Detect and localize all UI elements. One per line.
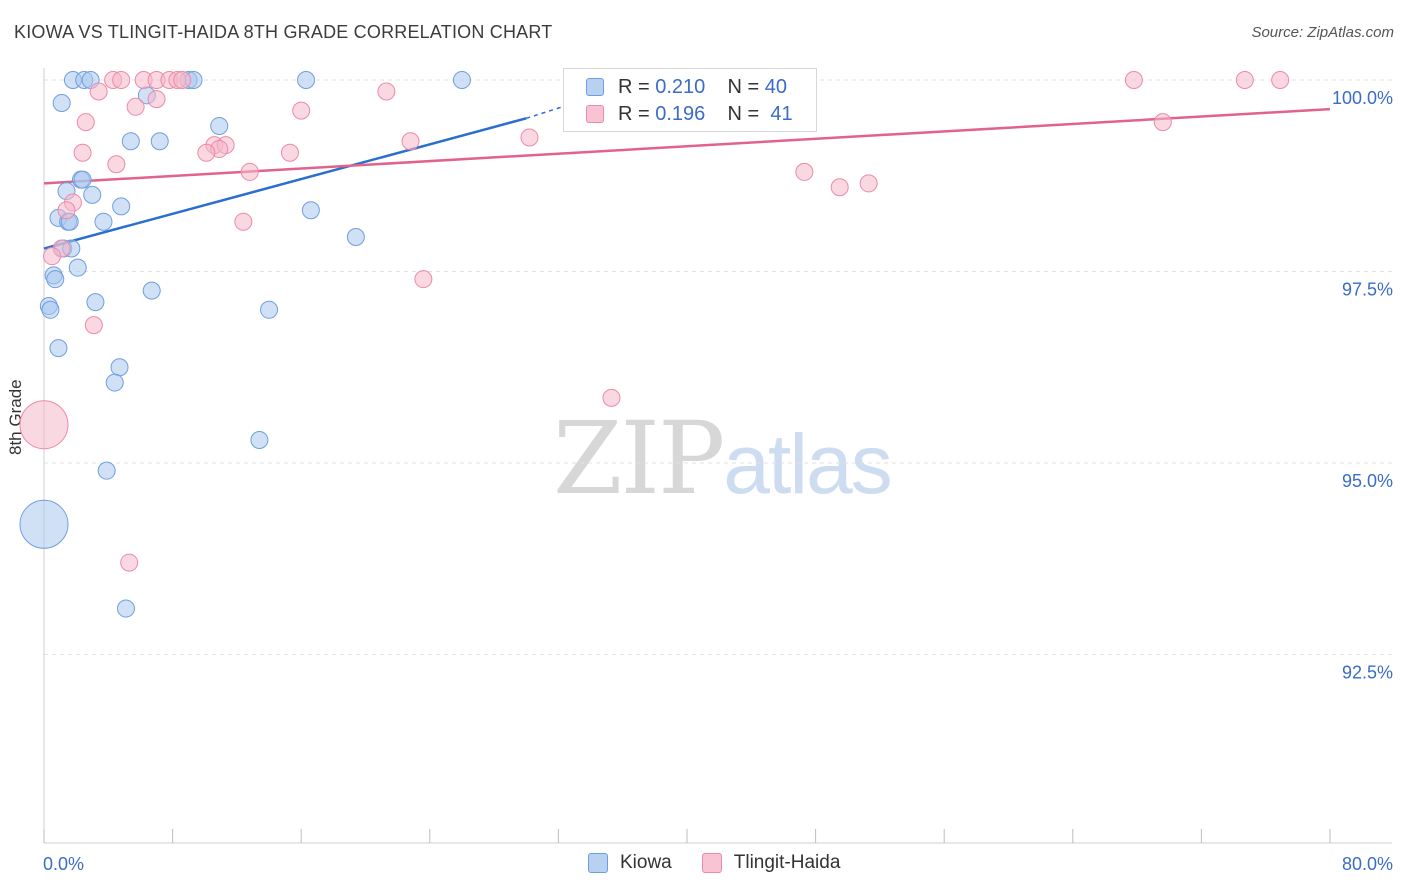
axes [43, 68, 1392, 844]
tlingit-point [1153, 113, 1172, 132]
kiowa-point [346, 228, 365, 247]
kiowa-point [46, 270, 65, 289]
tlingit-point [197, 143, 216, 162]
tlingit-legend-label: Tlingit-Haida [733, 852, 841, 873]
tlingit-point [126, 97, 145, 116]
kiowa-point [105, 373, 124, 392]
kiowa-point [94, 212, 113, 231]
tlingit-point [795, 162, 814, 181]
kiowa-point [110, 358, 129, 377]
kiowa-point [112, 197, 131, 216]
tlingit-point [859, 174, 878, 193]
x-tick-label-max: 80.0% [1342, 854, 1393, 874]
tlingit-point [401, 132, 420, 151]
legend-item-tlingit-haida[interactable]: Tlingit-Haida [701, 852, 841, 874]
tlingit-point [414, 270, 433, 289]
kiowa-point [121, 132, 140, 151]
tlingit-point [57, 201, 76, 220]
tlingit-point [89, 82, 108, 101]
kiowa-legend-label: Kiowa [620, 852, 672, 873]
y-tick-label: 95.0% [1342, 471, 1393, 491]
x-tick-label-min: 0.0% [43, 854, 84, 874]
y-tick-label: 97.5% [1342, 280, 1393, 300]
watermark-zip: ZIP [553, 400, 725, 517]
n-label: N = [727, 75, 760, 98]
tlingit-point [240, 162, 259, 181]
tlingit-point [280, 143, 299, 162]
kiowa-point [210, 116, 229, 135]
kiowa-legend-swatch [588, 853, 608, 873]
tlingit-point [73, 143, 92, 162]
tlingit-n-value: 41 [770, 102, 793, 125]
tlingit-point [76, 113, 95, 132]
kiowa-swatch [586, 78, 604, 96]
watermark-atlas: atlas [723, 417, 892, 511]
tlingit-point [1124, 71, 1143, 89]
chart-title: KIOWA VS TLINGIT-HAIDA 8TH GRADE CORRELA… [14, 22, 553, 42]
kiowa-point [83, 185, 102, 204]
kiowa-point [49, 339, 68, 358]
kiowa-point [142, 281, 161, 300]
tlingit-point [147, 90, 166, 109]
tlingit-point [377, 82, 396, 101]
tlingit-swatch [586, 105, 604, 123]
kiowa-point [250, 431, 269, 450]
kiowa-point [150, 132, 169, 151]
tlingit-point [19, 400, 69, 450]
kiowa-point [19, 499, 69, 549]
kiowa-point [116, 599, 135, 618]
kiowa-point [260, 300, 279, 319]
kiowa-n-value: 40 [764, 75, 788, 98]
r-label: R = [618, 75, 650, 98]
kiowa-point [301, 201, 320, 220]
tlingit-point [43, 247, 62, 266]
watermark: ZIPatlas [553, 400, 893, 517]
tick-labels: 100.0% 97.5% 95.0% 92.5% 0.0% 80.0% [43, 88, 1393, 874]
tlingit-point [830, 178, 849, 197]
tlingit-point [107, 155, 126, 174]
source-label: Source: ZipAtlas.com [1251, 24, 1394, 41]
tlingit-point [1235, 71, 1254, 89]
n-label: N = [727, 102, 760, 125]
tlingit-point [520, 128, 539, 147]
tlingit-legend-swatch [701, 853, 722, 873]
data-points [19, 71, 1290, 618]
tlingit-r-value: 0.196 [655, 102, 706, 125]
tlingit-point [234, 212, 253, 231]
tlingit-point [112, 71, 131, 89]
tlingit-point [120, 553, 139, 572]
tlingit-point [602, 388, 621, 407]
r-label: R = [618, 102, 650, 125]
kiowa-point [52, 93, 71, 112]
correlation-legend: R = 0.210 N = 40 R = 0.196 N = 41 [563, 68, 817, 132]
tlingit-point [292, 101, 311, 120]
y-tick-label: 100.0% [1332, 88, 1393, 108]
tlingit-point [84, 316, 103, 335]
y-tick-label: 92.5% [1342, 663, 1393, 683]
series-legend: Kiowa Tlingit-Haida [588, 852, 870, 874]
kiowa-point [97, 461, 116, 480]
kiowa-point [73, 170, 92, 189]
kiowa-r-value: 0.210 [655, 75, 706, 98]
legend-item-kiowa[interactable]: Kiowa [588, 852, 672, 874]
kiowa-point [452, 71, 471, 89]
kiowa-point [86, 293, 105, 312]
tlingit-point [173, 71, 192, 89]
tlingit-point [1271, 71, 1290, 89]
kiowa-point [297, 71, 316, 89]
kiowa-point [41, 300, 60, 319]
legend-row-tlingit: R = 0.196 N = 41 [586, 101, 793, 127]
kiowa-point [68, 258, 87, 277]
legend-row-kiowa: R = 0.210 N = 40 [586, 74, 787, 100]
kiowa-trend-line [43, 117, 527, 250]
